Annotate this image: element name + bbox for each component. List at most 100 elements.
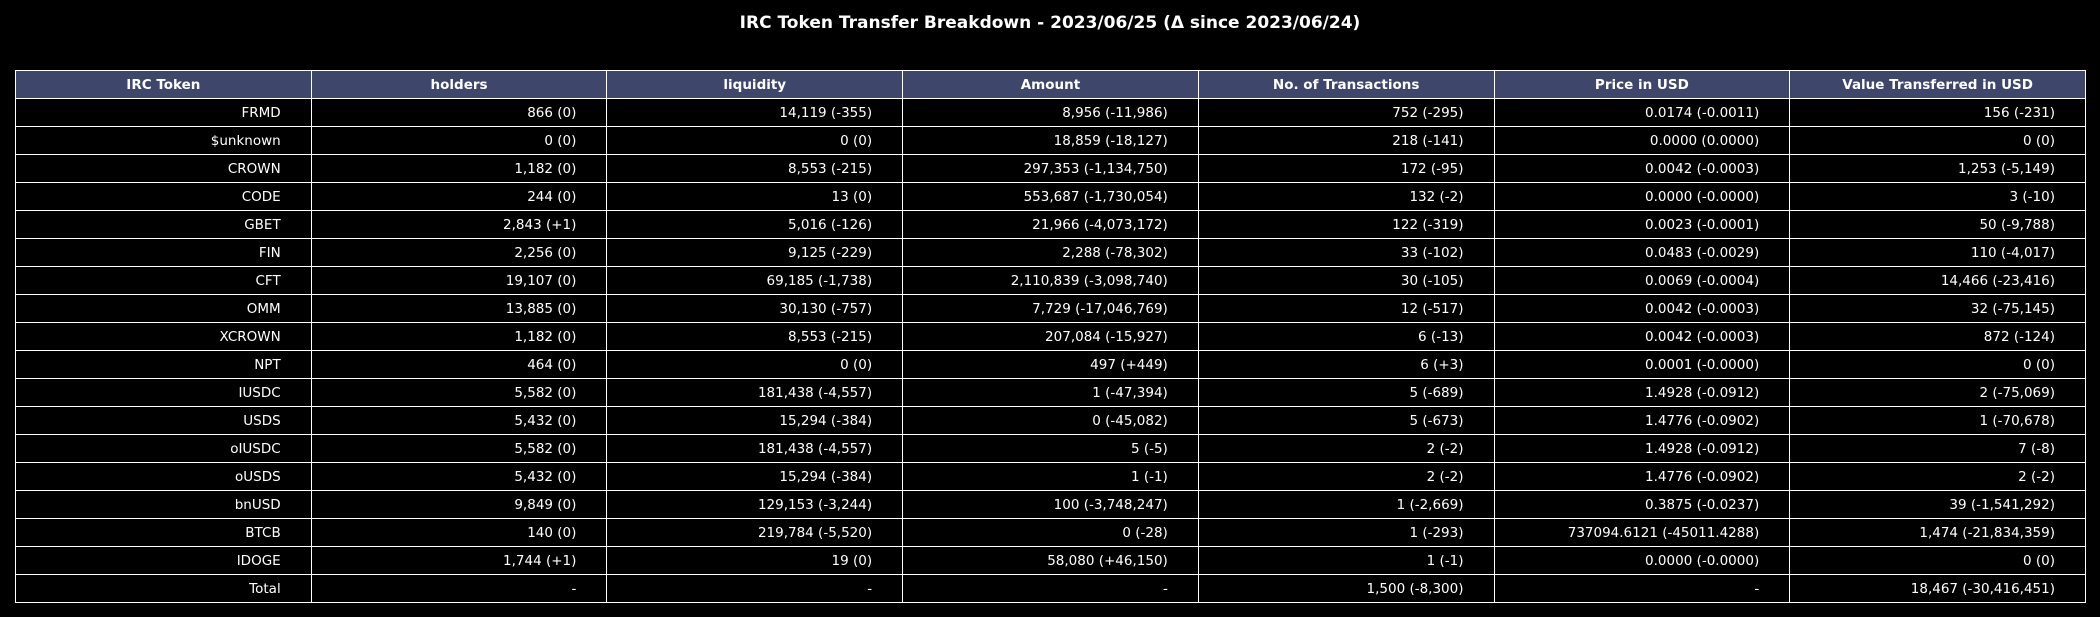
table-row: BTCB 140 (0) 219,784 (-5,520) 0 (-28) 1 (-29… — [15, 518, 2086, 547]
cell-liquidity: - — [606, 574, 904, 603]
cell-irc-token: CFT — [15, 266, 312, 295]
column-header-holders: holders — [310, 70, 608, 99]
cell-amount: 297,353 (-1,134,750) — [902, 154, 1199, 183]
cell-irc-token: FRMD — [15, 98, 312, 127]
cell-irc-token: OMM — [15, 294, 312, 323]
table-row: oUSDS 5,432 (0) 15,294 (-384) 1 (-1) 2 (-2) 1… — [15, 462, 2086, 491]
cell-value-transferred-in-usd: 0 (0) — [1789, 350, 2086, 379]
cell-no-of-transactions: 132 (-2) — [1197, 182, 1495, 211]
cell-no-of-transactions: 33 (-102) — [1197, 238, 1495, 267]
cell-price-in-usd: 0.0000 (0.0000) — [1493, 126, 1791, 155]
cell-liquidity: 219,784 (-5,520) — [606, 518, 904, 547]
cell-no-of-transactions: 122 (-319) — [1197, 210, 1495, 239]
cell-liquidity: 9,125 (-229) — [606, 238, 904, 267]
cell-price-in-usd: 1.4776 (-0.0902) — [1493, 462, 1791, 491]
cell-value-transferred-in-usd: 0 (0) — [1789, 126, 2086, 155]
cell-amount: 5 (-5) — [902, 434, 1199, 463]
token-transfer-table: IRC Token holders liquidity Amount No. of Tr… — [15, 70, 2086, 603]
cell-no-of-transactions: 1 (-1) — [1197, 546, 1495, 575]
cell-liquidity: 15,294 (-384) — [606, 406, 904, 435]
cell-price-in-usd: 0.0069 (-0.0004) — [1493, 266, 1791, 295]
cell-amount: 207,084 (-15,927) — [902, 322, 1199, 351]
cell-amount: 21,966 (-4,073,172) — [902, 210, 1199, 239]
cell-value-transferred-in-usd: 872 (-124) — [1789, 322, 2086, 351]
cell-liquidity: 69,185 (-1,738) — [606, 266, 904, 295]
cell-irc-token: IUSDC — [15, 378, 312, 407]
cell-price-in-usd: 0.0042 (-0.0003) — [1493, 154, 1791, 183]
cell-no-of-transactions: 1 (-2,669) — [1197, 490, 1495, 519]
cell-no-of-transactions: 2 (-2) — [1197, 462, 1495, 491]
cell-value-transferred-in-usd: 39 (-1,541,292) — [1789, 490, 2086, 519]
cell-irc-token: bnUSD — [15, 490, 312, 519]
cell-liquidity: 181,438 (-4,557) — [606, 378, 904, 407]
table-row: FIN 2,256 (0) 9,125 (-229) 2,288 (-78,302) 3… — [15, 238, 2086, 267]
cell-liquidity: 181,438 (-4,557) — [606, 434, 904, 463]
cell-price-in-usd: 0.0000 (-0.0000) — [1493, 546, 1791, 575]
cell-amount: 553,687 (-1,730,054) — [902, 182, 1199, 211]
cell-irc-token: GBET — [15, 210, 312, 239]
cell-irc-token: USDS — [15, 406, 312, 435]
column-header-liquidity: liquidity — [606, 70, 904, 99]
cell-amount: 2,288 (-78,302) — [902, 238, 1199, 267]
cell-holders: 9,849 (0) — [310, 490, 608, 519]
cell-irc-token: CROWN — [15, 154, 312, 183]
cell-price-in-usd: 0.0000 (-0.0000) — [1493, 182, 1791, 211]
cell-amount: 0 (-45,082) — [902, 406, 1199, 435]
cell-price-in-usd: 0.0042 (-0.0003) — [1493, 294, 1791, 323]
cell-price-in-usd: 0.0174 (-0.0011) — [1493, 98, 1791, 127]
table-row: NPT 464 (0) 0 (0) 497 (+449) 6 (+3) 0.0001 (-… — [15, 350, 2086, 379]
table-title: IRC Token Transfer Breakdown - 2023/06/2… — [739, 13, 1361, 33]
cell-price-in-usd: 0.0001 (-0.0000) — [1493, 350, 1791, 379]
cell-value-transferred-in-usd: 156 (-231) — [1789, 98, 2086, 127]
cell-holders: 1,182 (0) — [310, 322, 608, 351]
cell-irc-token: Total — [15, 574, 312, 603]
cell-holders: - — [310, 574, 608, 603]
cell-liquidity: 8,553 (-215) — [606, 154, 904, 183]
cell-amount: 1 (-47,394) — [902, 378, 1199, 407]
cell-holders: 1,182 (0) — [310, 154, 608, 183]
cell-holders: 0 (0) — [310, 126, 608, 155]
table-row: CODE 244 (0) 13 (0) 553,687 (-1,730,054) 132… — [15, 182, 2086, 211]
cell-no-of-transactions: 752 (-295) — [1197, 98, 1495, 127]
table-row: Total - - -1,500 (-8,300) -18,467 (-30,416,4… — [15, 574, 2086, 603]
cell-price-in-usd: 0.0042 (-0.0003) — [1493, 322, 1791, 351]
cell-irc-token: oIUSDC — [15, 434, 312, 463]
cell-value-transferred-in-usd: 1,253 (-5,149) — [1789, 154, 2086, 183]
table-row: OMM 13,885 (0) 30,130 (-757) 7,729 (-17,046… — [15, 294, 2086, 323]
cell-no-of-transactions: 6 (+3) — [1197, 350, 1495, 379]
cell-holders: 1,744 (+1) — [310, 546, 608, 575]
cell-value-transferred-in-usd: 110 (-4,017) — [1789, 238, 2086, 267]
cell-value-transferred-in-usd: 14,466 (-23,416) — [1789, 266, 2086, 295]
cell-amount: 497 (+449) — [902, 350, 1199, 379]
cell-holders: 5,582 (0) — [310, 434, 608, 463]
cell-holders: 5,432 (0) — [310, 406, 608, 435]
cell-holders: 19,107 (0) — [310, 266, 608, 295]
cell-holders: 5,432 (0) — [310, 462, 608, 491]
cell-amount: 2,110,839 (-3,098,740) — [902, 266, 1199, 295]
column-header-no-of-transactions: No. of Transactions — [1197, 70, 1495, 99]
cell-no-of-transactions: 30 (-105) — [1197, 266, 1495, 295]
cell-liquidity: 14,119 (-355) — [606, 98, 904, 127]
cell-value-transferred-in-usd: 32 (-75,145) — [1789, 294, 2086, 323]
cell-irc-token: CODE — [15, 182, 312, 211]
cell-holders: 5,582 (0) — [310, 378, 608, 407]
table-row: CFT 19,107 (0) 69,185 (-1,738) 2,110,839 (-… — [15, 266, 2086, 295]
cell-amount: 7,729 (-17,046,769) — [902, 294, 1199, 323]
table-row: IUSDC 5,582 (0) 181,438 (-4,557) 1 (-47,394… — [15, 378, 2086, 407]
cell-holders: 13,885 (0) — [310, 294, 608, 323]
cell-irc-token: NPT — [15, 350, 312, 379]
cell-price-in-usd: 0.3875 (-0.0237) — [1493, 490, 1791, 519]
cell-value-transferred-in-usd: 0 (0) — [1789, 546, 2086, 575]
cell-holders: 464 (0) — [310, 350, 608, 379]
cell-liquidity: 30,130 (-757) — [606, 294, 904, 323]
cell-value-transferred-in-usd: 3 (-10) — [1789, 182, 2086, 211]
cell-irc-token: BTCB — [15, 518, 312, 547]
cell-no-of-transactions: 172 (-95) — [1197, 154, 1495, 183]
cell-liquidity: 13 (0) — [606, 182, 904, 211]
cell-liquidity: 129,153 (-3,244) — [606, 490, 904, 519]
cell-value-transferred-in-usd: 18,467 (-30,416,451) — [1789, 574, 2086, 603]
cell-no-of-transactions: 2 (-2) — [1197, 434, 1495, 463]
table-row: USDS 5,432 (0) 15,294 (-384) 0 (-45,082) 5 (… — [15, 406, 2086, 435]
column-header-irc-token: IRC Token — [15, 70, 312, 99]
cell-holders: 2,843 (+1) — [310, 210, 608, 239]
